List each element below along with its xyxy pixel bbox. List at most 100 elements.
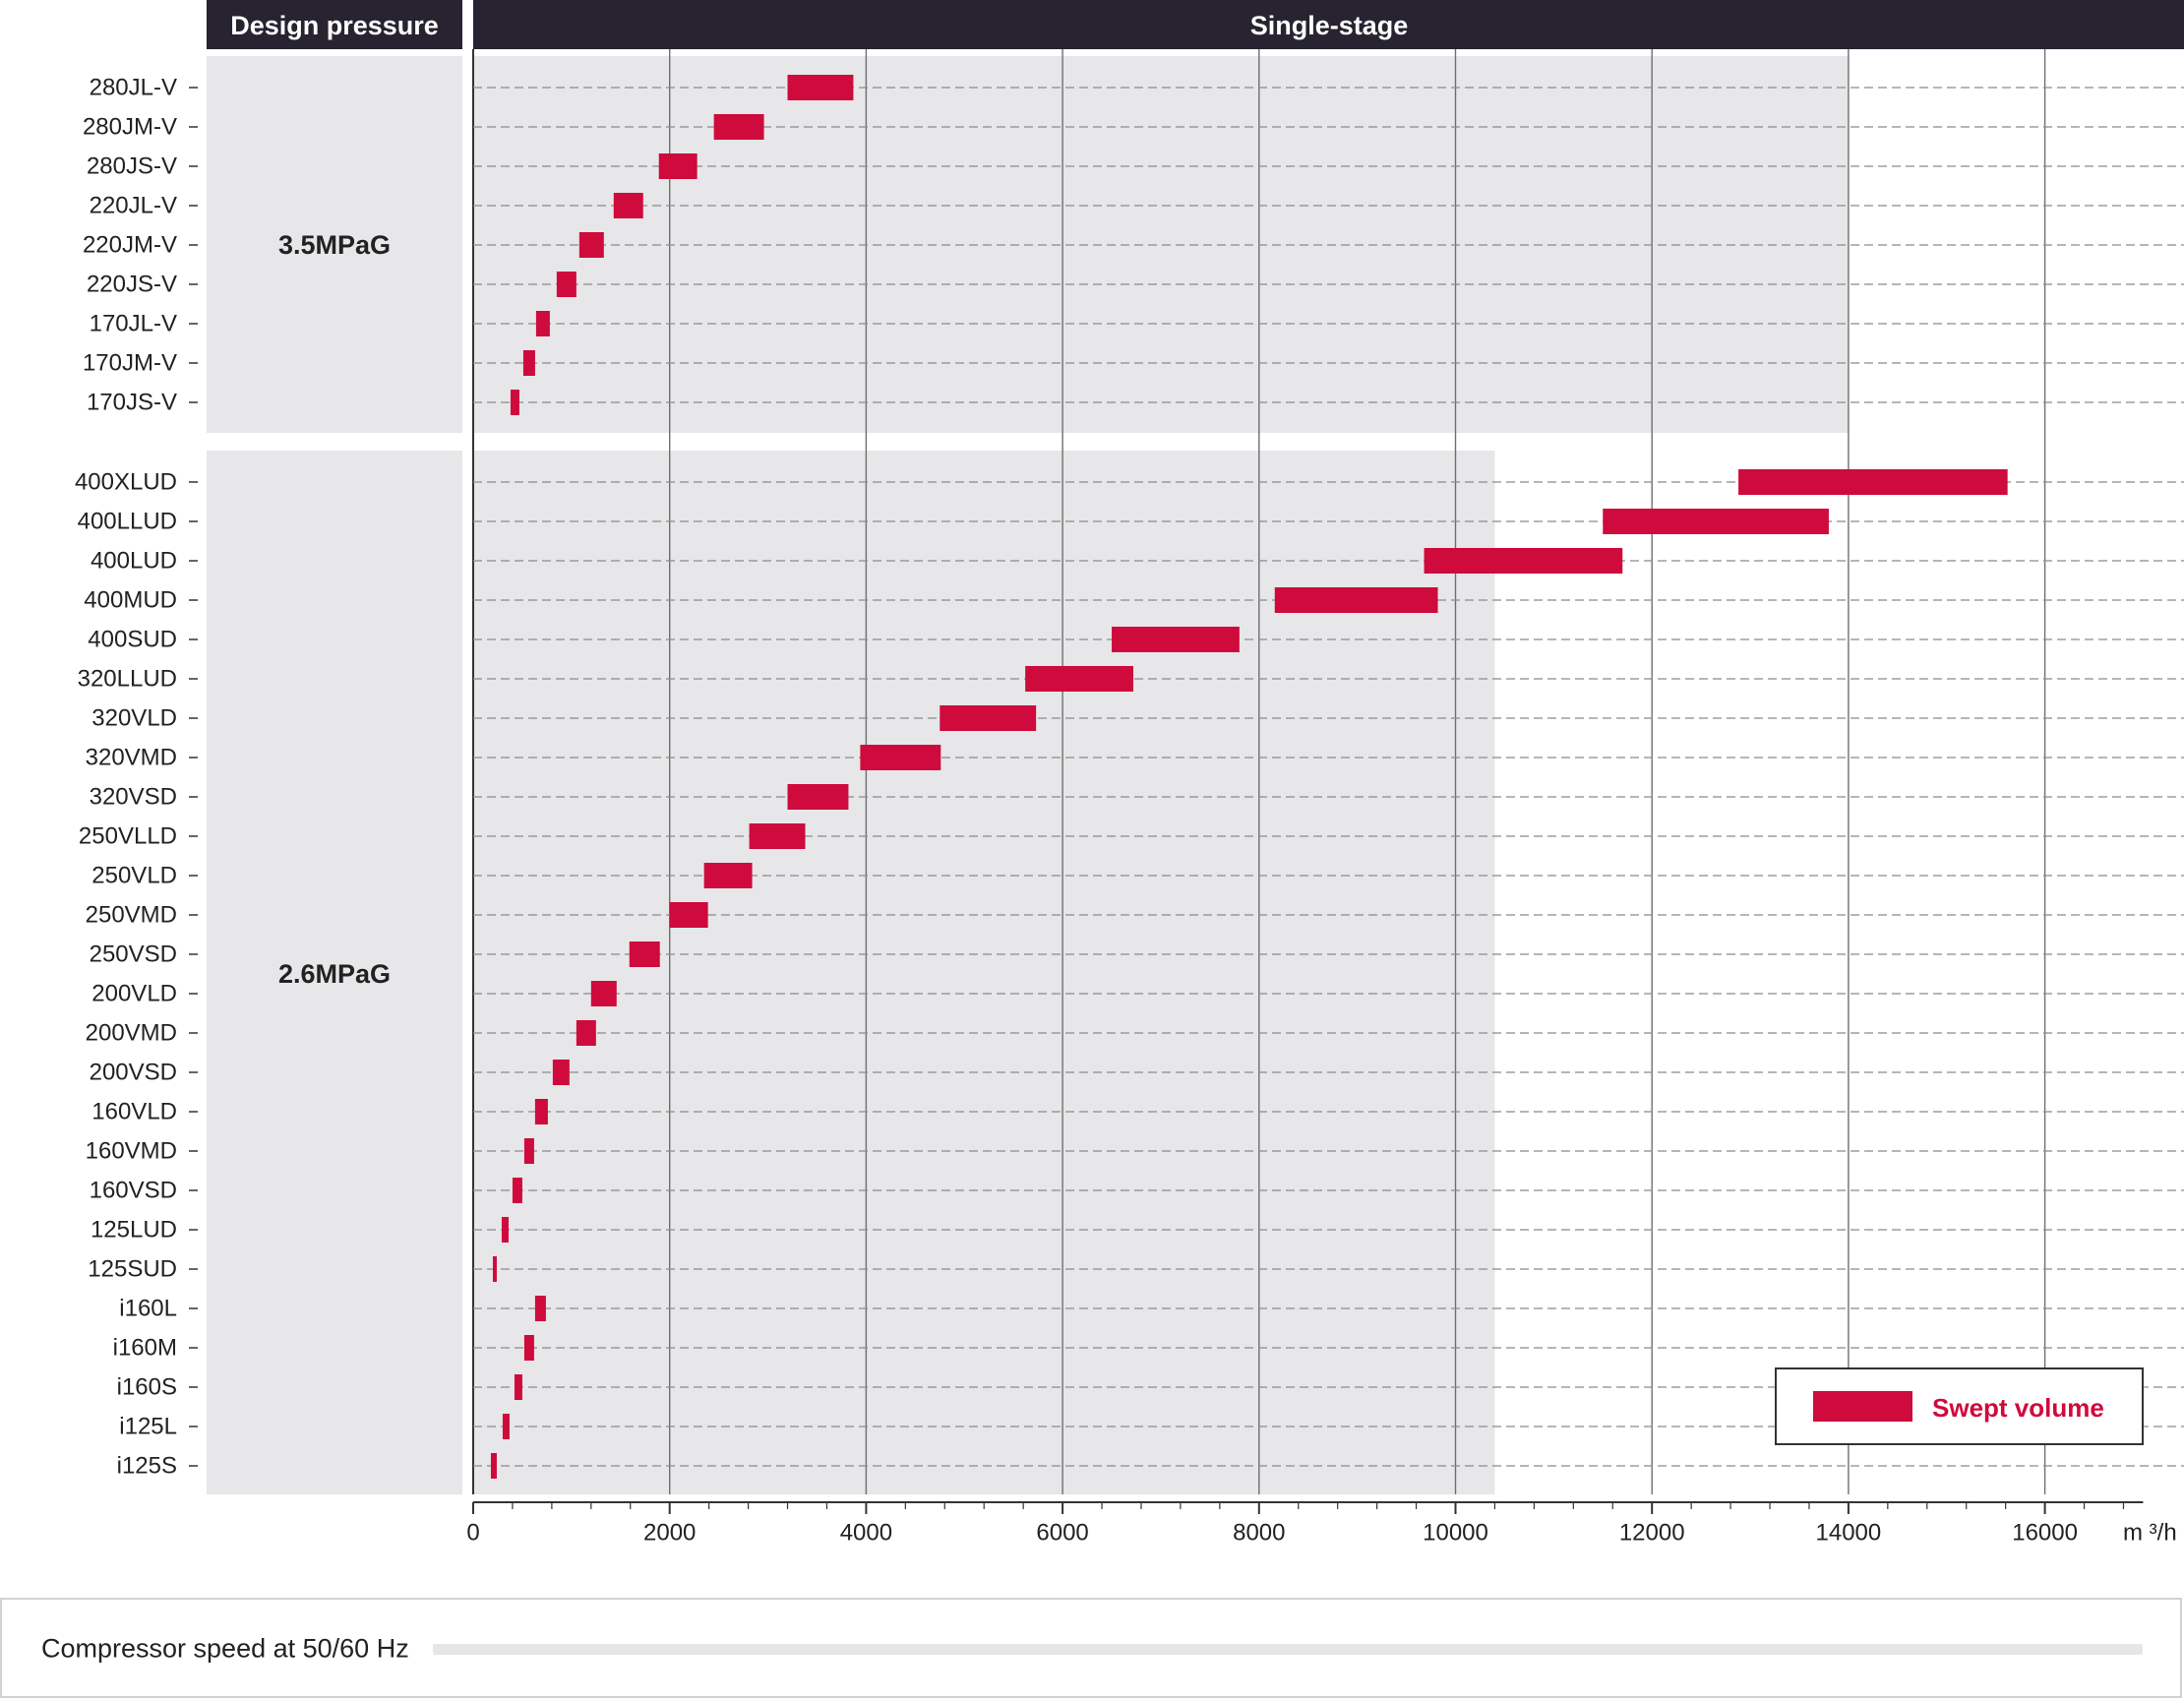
- model-label: 220JS-V: [87, 272, 177, 298]
- swept-volume-bar: [534, 1296, 546, 1321]
- swept-volume-bar: [501, 1217, 509, 1243]
- model-label: 250VMD: [86, 902, 177, 929]
- x-axis-unit: m ³/h: [2123, 1520, 2177, 1547]
- swept-volume-bar: [860, 745, 941, 770]
- swept-volume-bar: [534, 1099, 548, 1124]
- model-label: 200VLD: [91, 981, 177, 1007]
- legend-swatch: [1813, 1391, 1912, 1422]
- swept-volume-bar: [523, 1335, 534, 1361]
- swept-volume-bar: [749, 823, 806, 849]
- grid-layer: [189, 49, 2184, 1514]
- model-label: i160S: [117, 1374, 177, 1401]
- swept-volume-bar: [522, 350, 535, 376]
- stage-header: Single-stage: [1250, 11, 1409, 40]
- footer-panel: Compressor speed at 50/60 Hz: [0, 1598, 2182, 1698]
- swept-volume-bar: [1603, 509, 1829, 534]
- stage-header-bg: [473, 0, 2184, 49]
- x-tick-label: 8000: [1233, 1520, 1285, 1547]
- swept-volume-bar: [713, 114, 764, 140]
- model-label: 250VLD: [91, 863, 177, 889]
- x-tick-label: 10000: [1423, 1520, 1488, 1547]
- model-label: 320VSD: [90, 784, 177, 811]
- swept-volume-bar: [523, 1138, 534, 1164]
- label-layer: 3.5MPaG 2.6MPaG 0 2000 4000 6000 8000 10000 1200…: [75, 75, 2078, 1547]
- model-label: 320VMD: [86, 745, 177, 771]
- header: Design pressure Single-stage: [207, 0, 2184, 49]
- swept-volume-bar: [1424, 548, 1623, 574]
- swept-volume-bar: [578, 232, 604, 258]
- swept-volume-bar: [590, 981, 617, 1006]
- model-label: 200VSD: [90, 1060, 177, 1086]
- model-label: 400LUD: [91, 548, 177, 575]
- x-tick-label: 16000: [2012, 1520, 2078, 1547]
- model-label: 400SUD: [88, 627, 177, 653]
- design-pressure-header: Design pressure: [230, 11, 439, 40]
- swept-volume-bar: [552, 1060, 570, 1085]
- swept-volume-bar: [658, 153, 698, 179]
- model-label: 220JL-V: [90, 193, 177, 219]
- x-tick-label: 2000: [643, 1520, 696, 1547]
- swept-volume-bar: [576, 1020, 596, 1046]
- swept-volume-bar: [556, 272, 576, 297]
- swept-volume-bar: [613, 193, 643, 218]
- group-pressure-label: 2.6MPaG: [278, 959, 391, 989]
- model-label: 200VMD: [86, 1020, 177, 1047]
- x-tick-label: 12000: [1619, 1520, 1685, 1547]
- compressor-speed-label: Compressor speed at 50/60 Hz: [41, 1633, 409, 1664]
- model-label: i125S: [117, 1453, 177, 1480]
- model-label: 170JM-V: [83, 350, 177, 377]
- model-label: i160L: [119, 1296, 177, 1322]
- chart-svg: 3.5MPaG 2.6MPaG 0 2000 4000 6000 8000 10000 1200…: [75, 0, 2184, 1547]
- model-label: 170JL-V: [90, 311, 177, 337]
- swept-volume-bar: [1112, 627, 1240, 652]
- legend-label: Swept volume: [1932, 1393, 2104, 1423]
- group-plot-panel: [473, 451, 1495, 1494]
- model-label: 400MUD: [84, 587, 177, 614]
- swept-volume-bar: [1025, 666, 1133, 692]
- model-label: 280JS-V: [87, 153, 177, 180]
- swept-volume-bar: [510, 390, 519, 415]
- compressor-speed-track: [433, 1644, 2143, 1655]
- group-label-panel: [207, 56, 462, 433]
- swept-volume-bar: [535, 311, 550, 336]
- x-tick-label: 14000: [1816, 1520, 1882, 1547]
- swept-volume-bar: [787, 75, 854, 100]
- swept-volume-bar: [1274, 587, 1438, 613]
- swept-volume-bar: [787, 784, 849, 810]
- group-plot-panel: [473, 56, 1849, 433]
- swept-volume-bar: [502, 1414, 510, 1439]
- swept-volume-bar: [669, 902, 708, 928]
- swept-volume-bar: [512, 1178, 522, 1203]
- swept-volume-bar: [703, 863, 753, 888]
- model-label: i160M: [113, 1335, 177, 1362]
- group-pressure-label: 3.5MPaG: [278, 230, 391, 260]
- design-pressure-header-bg: [207, 0, 462, 49]
- group-label-panel: [207, 451, 462, 1494]
- model-label: 125SUD: [88, 1256, 177, 1283]
- model-label: 170JS-V: [87, 390, 177, 416]
- swept-volume-bar: [492, 1256, 497, 1282]
- swept-volume-bar: [1738, 469, 2008, 495]
- panel-layer: [207, 56, 1849, 1494]
- model-label: 160VMD: [86, 1138, 177, 1165]
- model-label: 280JM-V: [83, 114, 177, 141]
- model-label: 160VSD: [90, 1178, 177, 1204]
- model-label: 280JL-V: [90, 75, 177, 101]
- swept-volume-bar: [940, 705, 1037, 731]
- swept-volume-bar: [629, 941, 660, 967]
- model-label: 250VLLD: [79, 823, 177, 850]
- model-label: i125L: [119, 1414, 177, 1440]
- x-tick-label: 6000: [1036, 1520, 1088, 1547]
- bar-layer: [490, 75, 2008, 1479]
- model-label: 320LLUD: [78, 666, 177, 693]
- model-label: 400LLUD: [78, 509, 177, 535]
- model-label: 320VLD: [91, 705, 177, 732]
- model-label: 125LUD: [91, 1217, 177, 1244]
- model-label: 220JM-V: [83, 232, 177, 259]
- legend: Swept volume: [1775, 1367, 2144, 1445]
- model-label: 250VSD: [90, 941, 177, 968]
- x-tick-label: 0: [466, 1520, 479, 1547]
- swept-volume-bar: [490, 1453, 497, 1479]
- model-label: 160VLD: [91, 1099, 177, 1125]
